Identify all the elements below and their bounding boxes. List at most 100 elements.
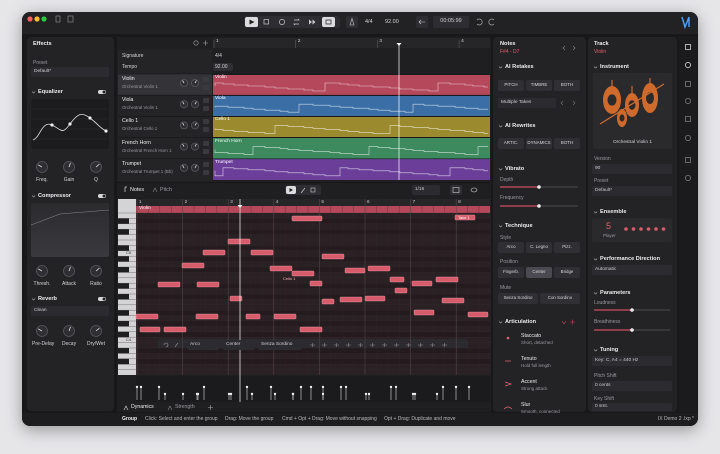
selected-track bbox=[118, 74, 212, 95]
position-label: Position bbox=[500, 259, 518, 265]
breathiness-label: Breathiness bbox=[594, 319, 621, 325]
status-hint: Cmd + Opt + Drag: Move without snapping bbox=[282, 416, 377, 422]
parameters-title: Parameters bbox=[600, 290, 631, 296]
style-dropdown[interactable]: Arco bbox=[187, 340, 219, 350]
performance-dropdown[interactable]: Automatic bbox=[592, 265, 672, 275]
track-headers bbox=[118, 50, 212, 181]
ai-retakes-title: AI Retakes bbox=[505, 64, 534, 70]
metronome-button[interactable] bbox=[346, 16, 358, 28]
bar-number: 6 bbox=[367, 199, 370, 204]
track-name: French Horn bbox=[122, 139, 151, 146]
play-button[interactable] bbox=[245, 17, 258, 27]
locate-button[interactable] bbox=[416, 16, 428, 28]
preset-dropdown[interactable]: Default* bbox=[31, 67, 109, 77]
rewrite-option[interactable]: BOTH bbox=[554, 138, 580, 149]
knob-label: Dry/Wet bbox=[87, 341, 105, 347]
articulation-name: Tenuto bbox=[521, 356, 537, 362]
knob-label: Decay bbox=[61, 341, 77, 347]
mute-option[interactable]: Con Sordino bbox=[540, 293, 580, 304]
bar-number: 3 bbox=[230, 199, 233, 204]
position-dropdown[interactable]: Center bbox=[223, 340, 255, 350]
bar-number: 2 bbox=[184, 199, 188, 204]
mute-button[interactable] bbox=[203, 161, 209, 167]
status-hint: Drag: Move the group bbox=[225, 416, 274, 422]
position-option[interactable]: Bridge bbox=[554, 267, 580, 278]
performance-title: Performance Direction bbox=[600, 256, 660, 262]
solo-button[interactable] bbox=[203, 127, 209, 133]
knob-label: Ratio bbox=[90, 281, 102, 287]
region-label: Violin bbox=[139, 206, 151, 211]
grid-dropdown[interactable]: 1/16 bbox=[412, 185, 440, 195]
signature-value: 4/4 bbox=[215, 53, 222, 59]
preset-label: Preset bbox=[33, 60, 48, 66]
reverb-dropdown[interactable]: Clean bbox=[31, 306, 109, 316]
status-file: IX Demo 2 .lxp * bbox=[657, 416, 694, 422]
key-shift-label: Key Shift bbox=[594, 396, 615, 402]
retake-option[interactable]: PITCH bbox=[498, 80, 524, 91]
select-tool[interactable] bbox=[286, 186, 296, 194]
version-label: Version bbox=[594, 156, 611, 162]
tempo-value[interactable]: 92.00 bbox=[213, 63, 233, 71]
bar-number: 1 bbox=[139, 199, 142, 204]
ensemble-unit: Player bbox=[603, 233, 616, 238]
vibrato-depth: Depth bbox=[500, 177, 514, 183]
bar-number: 8 bbox=[458, 199, 461, 204]
key-shift-box[interactable]: 0 smt. bbox=[592, 403, 672, 411]
compressor-graph bbox=[31, 203, 109, 257]
retake-option[interactable]: BOTH bbox=[554, 80, 580, 91]
style-option[interactable]: C. Legno bbox=[526, 242, 552, 253]
technique-title: Technique bbox=[505, 223, 533, 229]
snap-button[interactable] bbox=[450, 185, 462, 195]
solo-button[interactable] bbox=[203, 106, 209, 112]
mute-button[interactable] bbox=[203, 77, 209, 82]
effects-title: Effects bbox=[33, 41, 52, 47]
notes-range: F#4 - D7 bbox=[500, 49, 520, 55]
version-dropdown[interactable]: 90 bbox=[592, 164, 672, 174]
bar-number: 4 bbox=[461, 39, 464, 44]
pitch-shift-box[interactable]: 0 cents bbox=[592, 381, 672, 391]
loop-button[interactable] bbox=[322, 17, 335, 27]
position-option[interactable]: Center bbox=[526, 267, 552, 278]
mute-button[interactable] bbox=[203, 140, 209, 146]
retake-option[interactable]: TIMBRE bbox=[526, 80, 552, 91]
instrument-image bbox=[593, 73, 672, 149]
solo-button[interactable] bbox=[203, 85, 209, 90]
ai-rewrites-title: AI Rewrites bbox=[505, 123, 536, 129]
preset-dropdown[interactable]: Default* bbox=[592, 186, 672, 196]
takes-dropdown[interactable]: Multiple Takes bbox=[498, 98, 556, 108]
track-instrument: Orchestral Trumpet 1 (Bb) bbox=[122, 168, 173, 174]
bar-number: 1 bbox=[216, 39, 219, 44]
solo-button[interactable] bbox=[203, 148, 209, 154]
track-lane bbox=[213, 116, 490, 138]
track-instrument: Orchestral Violin 1 bbox=[122, 105, 158, 111]
time-display: 00:05:99 bbox=[433, 16, 469, 28]
lane-label: Trumpet bbox=[215, 159, 233, 165]
icon-rail bbox=[679, 37, 697, 412]
style-option[interactable]: Pizz. bbox=[554, 242, 580, 253]
tab-pitch: Pitch bbox=[160, 187, 172, 193]
instrument-name: Orchestral Violin 1 bbox=[612, 140, 653, 145]
style-option[interactable]: Arco bbox=[498, 242, 524, 253]
tuning-box[interactable]: Key: C, A4 = 440 Hz bbox=[592, 356, 672, 366]
position-option[interactable]: Fingerb. bbox=[498, 267, 524, 278]
mute-button[interactable] bbox=[203, 119, 209, 125]
solo-button[interactable] bbox=[203, 169, 209, 175]
status-hint: Click: Select and enter the group bbox=[145, 416, 218, 422]
knob-label: Attack bbox=[62, 281, 76, 287]
style-label: Style bbox=[500, 235, 512, 241]
dynamics-lane bbox=[136, 376, 490, 402]
ruler bbox=[213, 38, 490, 48]
cello-label: Cello 1 bbox=[283, 276, 296, 281]
equalizer-title: Equalizer bbox=[38, 89, 63, 95]
rewrite-option[interactable]: ARTIC. bbox=[498, 138, 524, 149]
rewrite-option[interactable]: DYNAMICS bbox=[526, 138, 552, 149]
tab-dynamics: Dynamics bbox=[131, 404, 154, 410]
mute-button[interactable] bbox=[203, 98, 209, 104]
track-instrument: Orchestral Violin 1 bbox=[122, 84, 158, 89]
mute-option[interactable]: Senza Sordino bbox=[498, 293, 538, 304]
track-title: Track bbox=[594, 41, 609, 47]
knob-label: Q bbox=[94, 177, 98, 183]
signature-label: Signature bbox=[122, 53, 144, 59]
mute-dropdown[interactable]: Senza Sordino bbox=[258, 340, 302, 350]
